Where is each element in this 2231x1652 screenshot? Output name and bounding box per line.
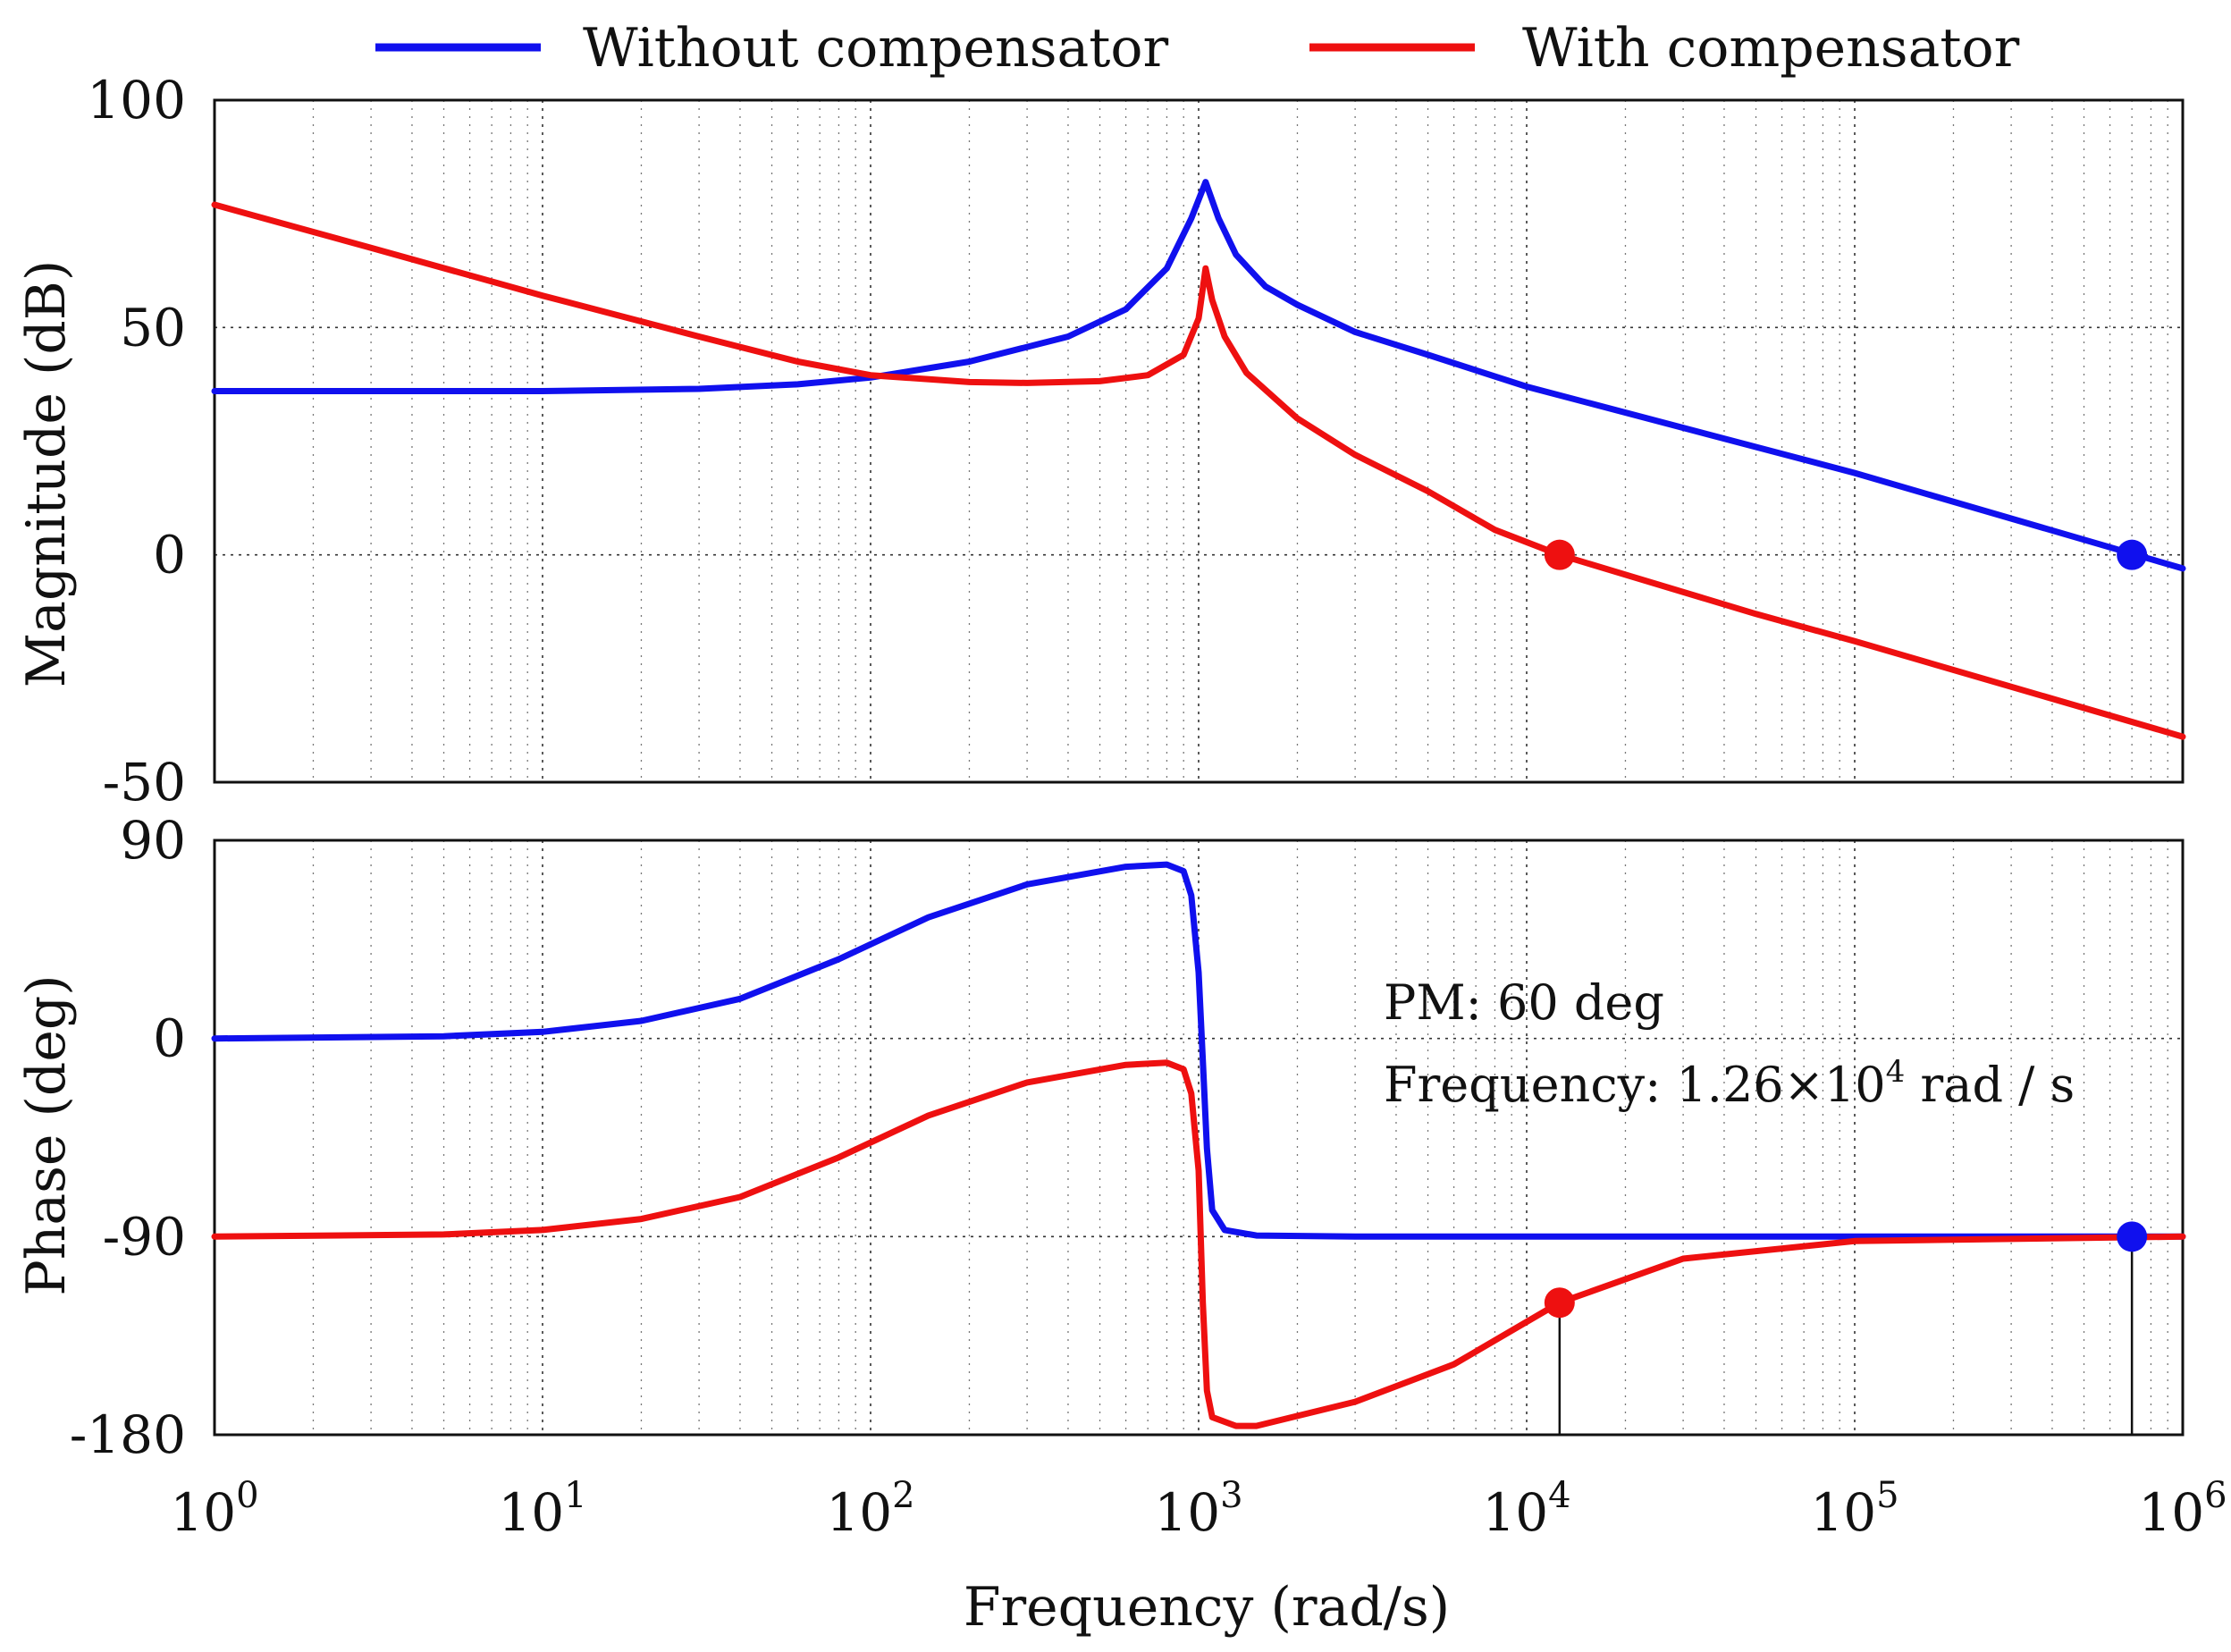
x-axis-label: Frequency (rad/s) [964,1576,1450,1639]
x-tick-label: 101 [498,1475,586,1543]
x-tick-base: 10 [498,1482,564,1543]
x-tick-exponent: 6 [2204,1475,2227,1516]
legend-label-without: Without compensator [583,17,1168,80]
magnitude-markers [1544,539,2148,570]
phase-axes-box [213,839,2185,1437]
series-line [211,179,2186,572]
series-line [211,861,2186,1240]
x-tick-label: 104 [1482,1475,1570,1543]
crossover-marker [2117,1221,2148,1252]
freq-unit: rad / s [1905,1057,2075,1113]
y-tick-label: 90 [120,810,186,871]
crossover-marker [1544,1287,1575,1319]
magnitude-panel: 100 50 0 -50 Magnitude (dB) [15,70,2186,813]
magnitude-y-label: Magnitude (dB) [15,260,78,688]
phase-markers [1544,1221,2148,1319]
x-tick-exponent: 0 [236,1475,258,1516]
x-tick-base: 10 [2138,1482,2204,1543]
legend-label-with: With compensator [1522,17,2020,80]
x-tick-exponent: 2 [892,1475,914,1516]
crossover-marker [2117,539,2148,570]
y-tick-label: 100 [87,70,186,131]
phase-margin-annotation: PM: 60 deg Frequency: 1.26×104 rad / s [1384,974,2075,1113]
x-tick-label: 100 [170,1475,258,1543]
magnitude-axes-box [213,98,2185,784]
legend: Without compensator With compensator [375,17,2020,80]
phase-y-label: Phase (deg) [15,974,78,1295]
x-tick-base: 10 [826,1482,892,1543]
x-tick-exponent: 3 [1220,1475,1242,1516]
y-tick-label: 50 [120,297,186,358]
pm-annotation: PM: 60 deg [1384,974,1664,1031]
x-tick-exponent: 5 [1876,1475,1898,1516]
x-tick-base: 10 [1482,1482,1548,1543]
phase-y-ticks: 90 0 -90 -180 [70,810,186,1465]
x-tick-base: 10 [170,1482,236,1543]
x-tick-base: 10 [1154,1482,1220,1543]
x-tick-label: 102 [826,1475,914,1543]
freq-prefix: Frequency: 1.26×10 [1384,1057,1886,1113]
phase-series [211,861,2186,1429]
x-tick-exponent: 1 [564,1475,586,1516]
series-line [211,1059,2186,1429]
x-tick-label: 106 [2138,1475,2227,1543]
x-tick-label: 105 [1810,1475,1898,1543]
y-tick-label: -90 [103,1206,186,1267]
x-tick-exponent: 4 [1548,1475,1570,1516]
y-tick-label: 0 [153,525,186,586]
x-axis-ticks: 100 101 102 103 104 105 106 [170,1475,2227,1543]
magnitude-grid [215,100,2183,782]
series-line [211,201,2186,740]
x-tick-label: 103 [1154,1475,1242,1543]
magnitude-y-ticks: 100 50 0 -50 [87,70,186,813]
y-tick-label: -180 [70,1404,186,1465]
crossover-frequency-annotation: Frequency: 1.26×104 rad / s [1384,1054,2075,1113]
phase-marker-stems [1558,1236,2134,1435]
phase-panel: 90 0 -90 -180 Phase (deg) PM: 60 deg Freque… [15,810,2186,1465]
crossover-marker [1544,539,1575,570]
y-tick-label: -50 [103,752,186,813]
x-tick-base: 10 [1810,1482,1876,1543]
freq-exponent: 4 [1886,1054,1906,1090]
y-tick-label: 0 [153,1008,186,1069]
magnitude-series [211,179,2186,740]
